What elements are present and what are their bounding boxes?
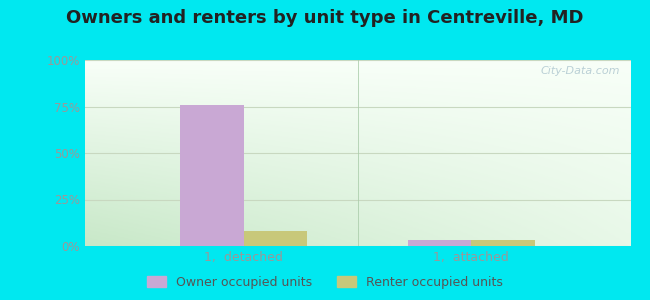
Legend: Owner occupied units, Renter occupied units: Owner occupied units, Renter occupied un… <box>142 271 508 294</box>
Bar <box>180 105 244 246</box>
Text: Owners and renters by unit type in Centreville, MD: Owners and renters by unit type in Centr… <box>66 9 584 27</box>
Bar <box>244 231 307 246</box>
Bar <box>408 240 471 246</box>
Text: City-Data.com: City-Data.com <box>540 66 619 76</box>
Bar <box>471 240 535 246</box>
